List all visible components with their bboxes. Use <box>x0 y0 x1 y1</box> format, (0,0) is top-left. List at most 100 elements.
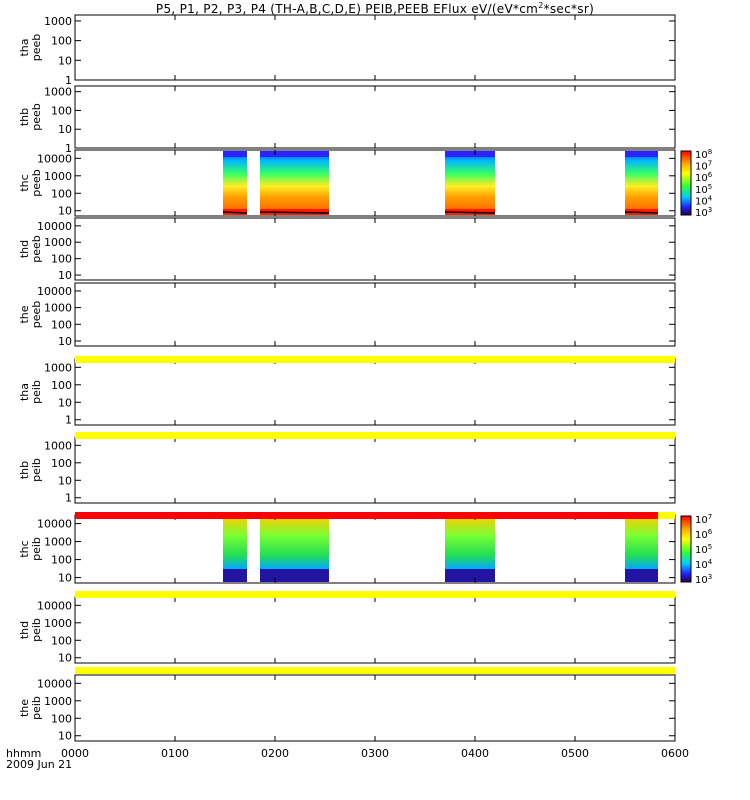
colorbar-tick-label: 103 <box>695 206 712 219</box>
panel-the-peeb: 10000 1000 100 10 the peeb <box>18 282 676 348</box>
spectrogram-segment-3 <box>445 151 495 215</box>
y-tick-label: 10 <box>58 652 72 665</box>
panel-probe-label: thd <box>18 621 31 639</box>
x-tick-label: 0000 <box>61 747 89 760</box>
status-bar-tail <box>658 512 675 519</box>
panel-probe-label: thc <box>18 540 31 557</box>
colorbar-tick-label: 105 <box>695 543 712 556</box>
y-tick-label: 10 <box>58 205 72 218</box>
x-tick-label: 0600 <box>661 747 689 760</box>
low-energy-band <box>260 209 329 214</box>
panel-frame <box>74 514 676 584</box>
y-tick-label: 100 <box>51 457 72 470</box>
status-bar <box>75 591 675 598</box>
y-tick-label: 10 <box>58 123 72 136</box>
panel-frame <box>74 358 676 426</box>
panel-thc-peib: 10000 1000 100 10 thc peib 107 106 105 104 103 <box>18 512 713 586</box>
colorbar-tick-exponent: 6 <box>708 528 713 536</box>
panel-instrument-label: peib <box>30 537 43 561</box>
high-energy-band <box>625 151 658 157</box>
colorbar-tick-exponent: 4 <box>708 194 713 202</box>
high-energy-band <box>260 151 329 157</box>
panel-probe-label: thb <box>18 108 31 126</box>
y-tick-label: 10 <box>58 269 72 282</box>
y-tick-label: 1000 <box>44 170 72 183</box>
y-tick-label: 100 <box>51 554 72 567</box>
potential-trace <box>259 211 330 214</box>
y-tick-label: 100 <box>51 187 72 200</box>
spectrogram-segment-1 <box>223 151 247 215</box>
y-tick-label: 1000 <box>44 15 72 28</box>
y-tick-label: 10000 <box>37 599 72 612</box>
chart-title: P5, P1, P2, P3, P4 (TH-A,B,C,D,E) PEIB,P… <box>155 1 595 16</box>
potential-trace <box>444 211 496 214</box>
y-tick-label: 100 <box>51 253 72 266</box>
low-energy-band <box>223 209 247 214</box>
panel-frame <box>74 217 676 281</box>
y-tick-label: 1 <box>65 74 72 87</box>
y-tick-label: 10000 <box>37 518 72 531</box>
y-tick-label: 1000 <box>44 86 72 99</box>
colorbar-tick-exponent: 7 <box>708 513 712 521</box>
y-tick-label: 10 <box>58 474 72 487</box>
potential-trace <box>222 211 248 214</box>
status-bar <box>75 432 675 439</box>
panel-thb-peib: 1000 100 10 1 thb peib <box>18 432 676 505</box>
panel-probe-label: thb <box>18 461 31 479</box>
y-tick-label: 1000 <box>44 695 72 708</box>
low-energy-band <box>223 569 247 581</box>
status-bar <box>75 667 675 674</box>
y-tick-label: 1000 <box>44 236 72 249</box>
panel-tha-peeb: 1000 100 10 1 tha peeb <box>18 14 676 87</box>
x-tick-label: 0300 <box>361 747 389 760</box>
colorbar <box>680 515 692 583</box>
panel-frame <box>74 436 676 504</box>
potential-trace <box>624 211 659 214</box>
spectrogram-segment-4 <box>625 151 658 215</box>
panel-frame <box>74 85 676 149</box>
y-tick-label: 1000 <box>44 617 72 630</box>
x-tick-label: 0400 <box>461 747 489 760</box>
panel-instrument-label: peeb <box>30 235 43 263</box>
colorbar-tick-exponent: 3 <box>708 573 712 581</box>
panel-probe-label: thc <box>18 174 31 191</box>
y-tick-label: 1 <box>65 142 72 155</box>
colorbar-tick-exponent: 5 <box>708 543 712 551</box>
x-tick-label: 0500 <box>561 747 589 760</box>
y-tick-label: 1000 <box>44 361 72 374</box>
colorbar-tick-exponent: 5 <box>708 183 712 191</box>
panel-frame <box>74 14 676 81</box>
y-tick-label: 1 <box>65 414 72 427</box>
panel-probe-label: tha <box>18 383 31 401</box>
status-bar <box>75 512 675 519</box>
panel-frame <box>74 674 676 742</box>
y-tick-label: 10 <box>58 335 72 348</box>
low-energy-band <box>260 569 329 581</box>
colorbar-tick-label: 103 <box>695 573 712 586</box>
panel-instrument-label: peib <box>30 458 43 482</box>
panel-probe-label: tha <box>18 38 31 56</box>
status-bar <box>75 356 675 363</box>
panel-instrument-label: peib <box>30 618 43 642</box>
panel-thd-peib: 10000 1000 100 10 thd peib <box>18 591 676 665</box>
panel-thb-peeb: 1000 100 10 1 thb peeb <box>18 85 676 155</box>
panel-probe-label: the <box>18 305 31 323</box>
y-tick-label: 10000 <box>37 677 72 690</box>
low-energy-band <box>445 569 495 581</box>
y-tick-label: 100 <box>51 35 72 48</box>
y-tick-label: 100 <box>51 379 72 392</box>
panel-tha-peib: 1000 100 10 1 tha peib <box>18 356 676 427</box>
colorbar-tick-exponent: 8 <box>708 148 712 156</box>
panel-probe-label: thd <box>18 240 31 258</box>
panel-probe-label: the <box>18 699 31 717</box>
high-energy-band <box>445 151 495 157</box>
x-axis-hhmm-label: hhmm <box>6 747 41 760</box>
y-tick-label: 100 <box>51 318 72 331</box>
low-energy-band <box>445 209 495 214</box>
low-energy-band <box>625 569 658 581</box>
y-tick-label: 10000 <box>37 152 72 165</box>
panel-instrument-label: peib <box>30 696 43 720</box>
panel-frame <box>74 149 676 217</box>
